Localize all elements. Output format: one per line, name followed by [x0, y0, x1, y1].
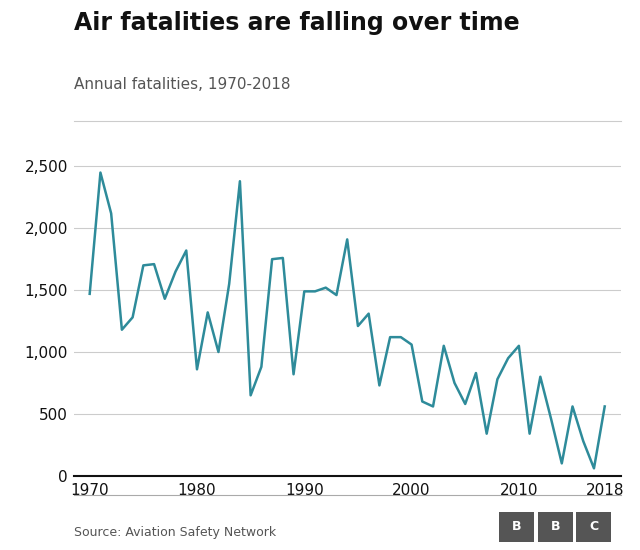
Text: B: B [550, 520, 560, 533]
Text: Air fatalities are falling over time: Air fatalities are falling over time [74, 11, 519, 35]
Text: Source: Aviation Safety Network: Source: Aviation Safety Network [74, 526, 276, 539]
Text: B: B [512, 520, 522, 533]
Text: C: C [589, 520, 598, 533]
Text: Annual fatalities, 1970-2018: Annual fatalities, 1970-2018 [74, 77, 290, 92]
